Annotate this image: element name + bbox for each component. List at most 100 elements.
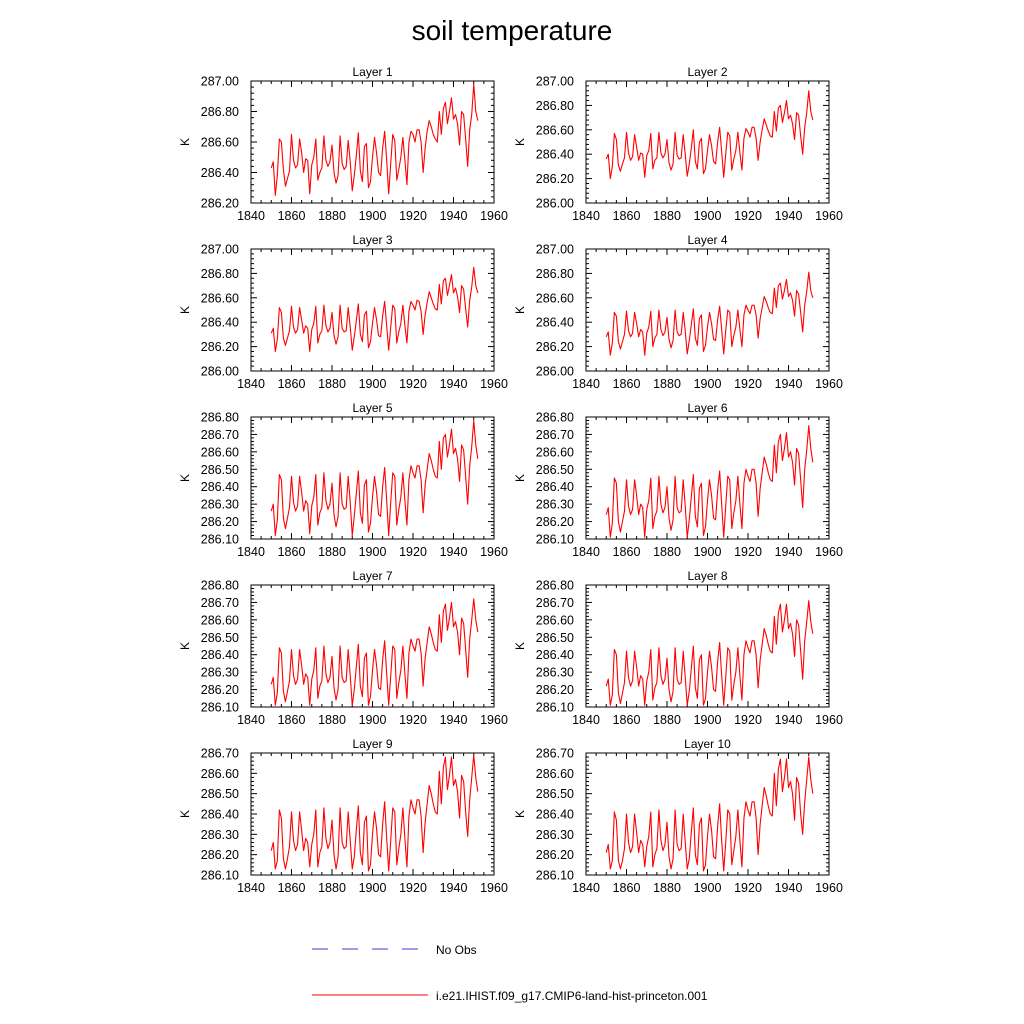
series-line [270,754,479,872]
y-axis-label: K [513,810,527,818]
y-axis-label: K [513,642,527,650]
chart-panel-7: Layer 7 1840 1860 1880 1900 1920 1940 1960 286.1… [178,569,508,727]
y-tick-label: 286.20 [536,515,574,529]
y-tick-label: 286.40 [536,648,574,662]
x-tick-label: 1860 [278,545,306,559]
x-tick-label: 1900 [694,881,722,895]
y-tick-label: 286.70 [201,747,239,761]
x-tick-label: 1940 [775,545,803,559]
x-tick-label: 1860 [278,377,306,391]
x-tick-label: 1920 [734,713,762,727]
y-tick-label: 286.50 [536,787,574,801]
x-tick-label: 1880 [318,209,346,223]
chart-panel-6: Layer 6 1840 1860 1880 1900 1920 1940 1960 286.1… [513,401,843,559]
y-tick-label: 286.00 [536,365,574,379]
panel-title: Layer 3 [352,233,392,247]
x-tick-label: 1920 [734,881,762,895]
y-tick-label: 286.30 [536,498,574,512]
x-tick-label: 1840 [572,881,600,895]
y-tick-label: 286.60 [536,445,574,459]
y-tick-label: 286.20 [201,683,239,697]
plot-frame [585,584,830,708]
y-tick-label: 286.70 [201,428,239,442]
x-tick-label: 1880 [653,881,681,895]
panel-title: Layer 7 [352,569,392,583]
x-tick-label: 1900 [694,377,722,391]
y-tick-label: 286.80 [201,105,239,119]
series-line [605,756,814,872]
x-tick-label: 1900 [694,545,722,559]
y-tick-label: 286.10 [201,869,239,883]
y-tick-label: 286.20 [536,172,574,186]
x-tick-label: 1840 [572,545,600,559]
y-tick-label: 286.30 [536,828,574,842]
x-tick-label: 1920 [734,545,762,559]
plot-frame [250,80,495,204]
x-tick-label: 1840 [237,881,265,895]
x-tick-label: 1940 [775,209,803,223]
y-tick-label: 286.80 [536,267,574,281]
x-tick-label: 1880 [318,545,346,559]
y-tick-label: 286.60 [201,767,239,781]
panel-title: Layer 6 [687,401,727,415]
x-tick-label: 1920 [399,545,427,559]
y-tick-label: 286.80 [536,99,574,113]
y-tick-label: 286.50 [201,631,239,645]
y-tick-label: 286.60 [201,445,239,459]
panel-title: Layer 9 [352,737,392,751]
x-tick-label: 1960 [815,881,843,895]
x-tick-label: 1940 [440,377,468,391]
y-tick-label: 286.20 [536,848,574,862]
x-tick-label: 1960 [480,377,508,391]
x-tick-label: 1880 [318,377,346,391]
x-tick-label: 1960 [480,713,508,727]
series-line [270,598,479,706]
y-tick-label: 286.50 [536,463,574,477]
x-tick-label: 1880 [653,377,681,391]
y-tick-label: 286.60 [201,291,239,305]
x-tick-label: 1880 [318,713,346,727]
x-tick-label: 1900 [694,713,722,727]
panel-title: Layer 4 [687,233,727,247]
x-tick-label: 1960 [480,209,508,223]
x-tick-label: 1860 [613,713,641,727]
x-tick-label: 1940 [440,209,468,223]
x-tick-label: 1960 [815,377,843,391]
y-axis-label: K [178,474,192,482]
x-tick-label: 1880 [318,881,346,895]
x-tick-label: 1900 [359,209,387,223]
y-tick-label: 286.40 [201,480,239,494]
series-line [605,90,814,180]
legend-model-label: i.e21.IHIST.f09_g17.CMIP6-land-hist-prin… [436,989,708,1003]
x-tick-label: 1900 [359,881,387,895]
y-tick-label: 286.60 [201,613,239,627]
panel-grid: Layer 1 1840 1860 1880 1900 1920 1940 1960 286.2… [178,65,843,895]
x-tick-label: 1880 [653,209,681,223]
y-tick-label: 286.40 [201,316,239,330]
x-tick-label: 1840 [572,377,600,391]
x-tick-label: 1860 [613,377,641,391]
y-axis-label: K [178,138,192,146]
y-tick-label: 286.00 [201,365,239,379]
x-tick-label: 1900 [359,713,387,727]
x-tick-label: 1940 [775,881,803,895]
y-axis-label: K [178,642,192,650]
panel-title: Layer 10 [684,737,731,751]
figure-title: soil temperature [412,15,613,46]
y-tick-label: 286.20 [536,683,574,697]
y-tick-label: 286.80 [201,267,239,281]
y-tick-label: 287.00 [536,243,574,257]
y-tick-label: 286.80 [201,579,239,593]
y-tick-label: 286.30 [201,498,239,512]
y-tick-label: 286.10 [536,869,574,883]
chart-panel-1: Layer 1 1840 1860 1880 1900 1920 1940 1960 286.2… [178,65,508,223]
x-tick-label: 1880 [653,545,681,559]
chart-panel-8: Layer 8 1840 1860 1880 1900 1920 1940 1960 286.1… [513,569,843,727]
x-tick-label: 1900 [694,209,722,223]
legend-no-obs-label: No Obs [436,943,477,957]
y-tick-label: 286.00 [536,197,574,211]
series-line [605,271,814,356]
y-tick-label: 286.40 [201,648,239,662]
x-tick-label: 1860 [613,209,641,223]
panel-title: Layer 2 [687,65,727,79]
